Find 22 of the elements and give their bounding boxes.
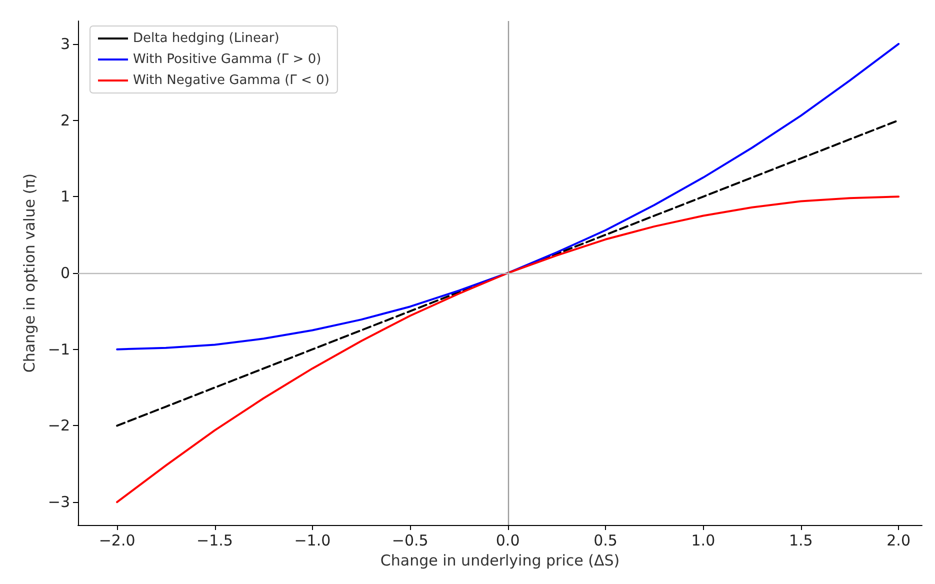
x-tick-label: −2.0	[98, 532, 136, 550]
y-tick-label: −1	[48, 340, 70, 358]
x-tick-label: −1.5	[196, 532, 233, 550]
y-tick-label: 2	[60, 111, 70, 130]
y-tick-label: −2	[48, 416, 70, 435]
legend-label: Delta hedging (Linear)	[133, 31, 280, 46]
x-tick-label: 0.0	[496, 532, 520, 550]
legend-label: With Positive Gamma (Γ > 0)	[133, 52, 322, 67]
legend-label: With Negative Gamma (Γ < 0)	[133, 73, 330, 88]
y-tick-label: −3	[48, 493, 70, 512]
x-tick-label: 0.5	[594, 532, 618, 550]
x-axis-title: Change in underlying price (ΔS)	[380, 551, 620, 570]
x-tick-label: 2.0	[886, 532, 910, 550]
line-series	[116, 196, 900, 504]
x-tick-label: 1.0	[691, 532, 716, 550]
y-tick-label: 0	[60, 264, 70, 282]
x-tick-label: −1.0	[294, 532, 331, 550]
x-tick-label: 1.5	[788, 532, 813, 550]
y-axis-title: Change in option value (π)	[20, 173, 38, 373]
y-tick-label: 3	[60, 34, 70, 53]
x-tick-label: −0.5	[392, 532, 428, 550]
y-tick-label: 1	[60, 188, 70, 206]
